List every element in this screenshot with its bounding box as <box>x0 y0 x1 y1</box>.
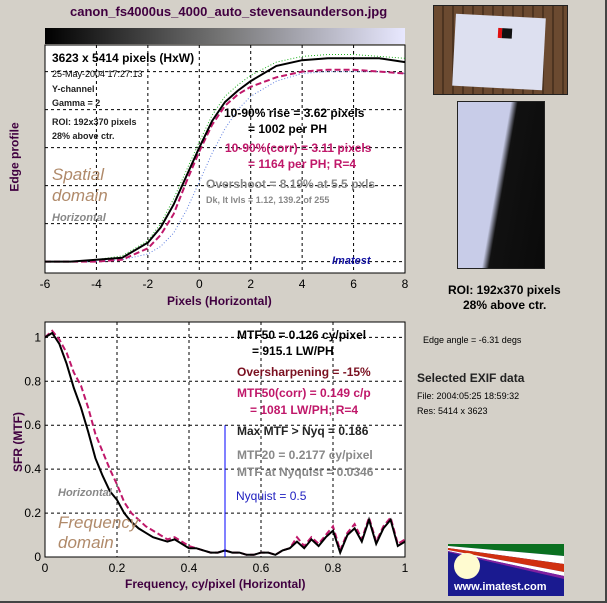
roi: ROI: 192x370 pixels <box>52 117 137 127</box>
x-tick-label: -6 <box>40 277 51 291</box>
plot-area <box>44 44 406 274</box>
side-roi-position: 28% above ctr. <box>463 298 547 312</box>
frequency-label: Frequency <box>58 513 139 532</box>
rise-corr-text: 10-90%(corr) = 3.11 pixels <box>225 141 372 155</box>
chart-thumbnail <box>433 5 568 95</box>
image-size: 3623 x 5414 pixels (HxW) <box>52 51 195 65</box>
freq-domain-label: domain <box>58 533 114 552</box>
mtf50-corr-lw-text: = 1081 LW/PH; R=4 <box>250 403 359 417</box>
y-tick-label: 0 <box>34 550 41 564</box>
series-line-dashed-magenta <box>45 68 406 263</box>
mtf-plot: 0 0.2 0.4 0.6 0.8 1 0 0.2 0.4 0.6 0.8 1 <box>24 321 409 575</box>
y-tick-label: 0.6 <box>24 418 41 432</box>
levels-text: Dk, lt lvls = 1.12, 139.2 of 255 <box>206 195 330 205</box>
mtf20-text: MTF20 = 0.2177 cy/pixel <box>237 448 373 462</box>
edge-profile-xlabel: Pixels (Horizontal) <box>167 294 272 308</box>
direction-label: Horizontal <box>52 212 106 224</box>
x-tick-label: 0.8 <box>325 561 342 575</box>
series-line-dotted-blue <box>45 71 406 263</box>
edge-angle: Edge angle = -6.31 degs <box>423 335 522 345</box>
exif-title: Selected EXIF data <box>417 371 525 385</box>
edge-profile-plot: -6 -4 -2 0 2 4 6 8 <box>40 44 409 291</box>
overshoot-text: Overshoot = 8.19% at 5.5 pxls <box>206 177 376 191</box>
sfr-ylabel: SFR (MTF) <box>10 412 25 472</box>
x-tick-label: 1 <box>402 561 409 575</box>
spatial-label: Spatial <box>52 165 104 184</box>
x-tick-label: 0.6 <box>253 561 270 575</box>
side-roi: ROI: 192x370 pixels <box>448 283 561 297</box>
nyquist-text: Nyquist = 0.5 <box>236 489 307 503</box>
roi-crop-image <box>457 101 545 269</box>
imatest-brand: Imatest <box>332 255 371 267</box>
oversharpening-text: Oversharpening = -15% <box>237 365 371 379</box>
x-tick-label: -2 <box>143 277 154 291</box>
exif-res: Res: 5414 x 3623 <box>417 406 488 416</box>
y-tick-label: 0.8 <box>24 374 41 388</box>
rise-text: 10-90% rise = 3.62 pixels <box>224 106 365 120</box>
logo-graphic <box>448 544 564 579</box>
rise-ph-text: = 1002 per PH <box>248 122 328 136</box>
max-mtf-text: Max MTF > Nyq = 0.186 <box>237 424 369 438</box>
channel: Y-channel <box>52 84 95 94</box>
x-tick-label: 0.2 <box>109 561 126 575</box>
edge-gradient-bar <box>45 28 405 44</box>
x-tick-label: 2 <box>247 277 254 291</box>
x-tick-label: 0 <box>42 561 49 575</box>
test-chart-image <box>452 13 546 91</box>
mtf-xlabel: Frequency, cy/pixel (Horizontal) <box>125 577 306 591</box>
date: 25-May-2004 17:27:13 <box>52 69 143 79</box>
series-line-solid-black <box>45 57 406 263</box>
mtf50-corr-text: MTF50(corr) = 0.149 c/p <box>237 386 371 400</box>
chart-title: canon_fs4000us_4000_auto_stevensaunderso… <box>70 4 388 19</box>
gamma: Gamma = 2 <box>52 98 101 108</box>
x-tick-label: 6 <box>350 277 357 291</box>
exif-file: File: 2004:05:25 18:59:32 <box>417 391 520 401</box>
imatest-logo[interactable]: www.imatest.com <box>448 544 564 596</box>
y-tick-label: 1 <box>34 330 41 344</box>
x-tick-label: 0.4 <box>181 561 198 575</box>
y-tick-label: 0.4 <box>24 462 41 476</box>
mtf-nyquist-text: MTF at Nyquist = 0.0346 <box>237 465 374 479</box>
mtf-direction-label: Horizontal <box>58 487 112 499</box>
x-tick-label: -4 <box>91 277 102 291</box>
logo-text: www.imatest.com <box>454 581 547 593</box>
mtf50-lw-text: = 915.1 LW/PH <box>252 344 334 358</box>
mtf50-text: MTF50 = 0.126 cy/pixel <box>237 328 367 342</box>
edge-profile-ylabel: Edge profile <box>7 122 22 192</box>
y-tick-label: 0.2 <box>24 506 41 520</box>
rise-corr-ph-text: = 1164 per PH; R=4 <box>248 157 357 171</box>
x-tick-label: 4 <box>299 277 306 291</box>
domain-label: domain <box>52 186 108 205</box>
x-tick-label: 0 <box>196 277 203 291</box>
x-tick-label: 8 <box>402 277 409 291</box>
roi-position: 28% above ctr. <box>52 131 115 141</box>
